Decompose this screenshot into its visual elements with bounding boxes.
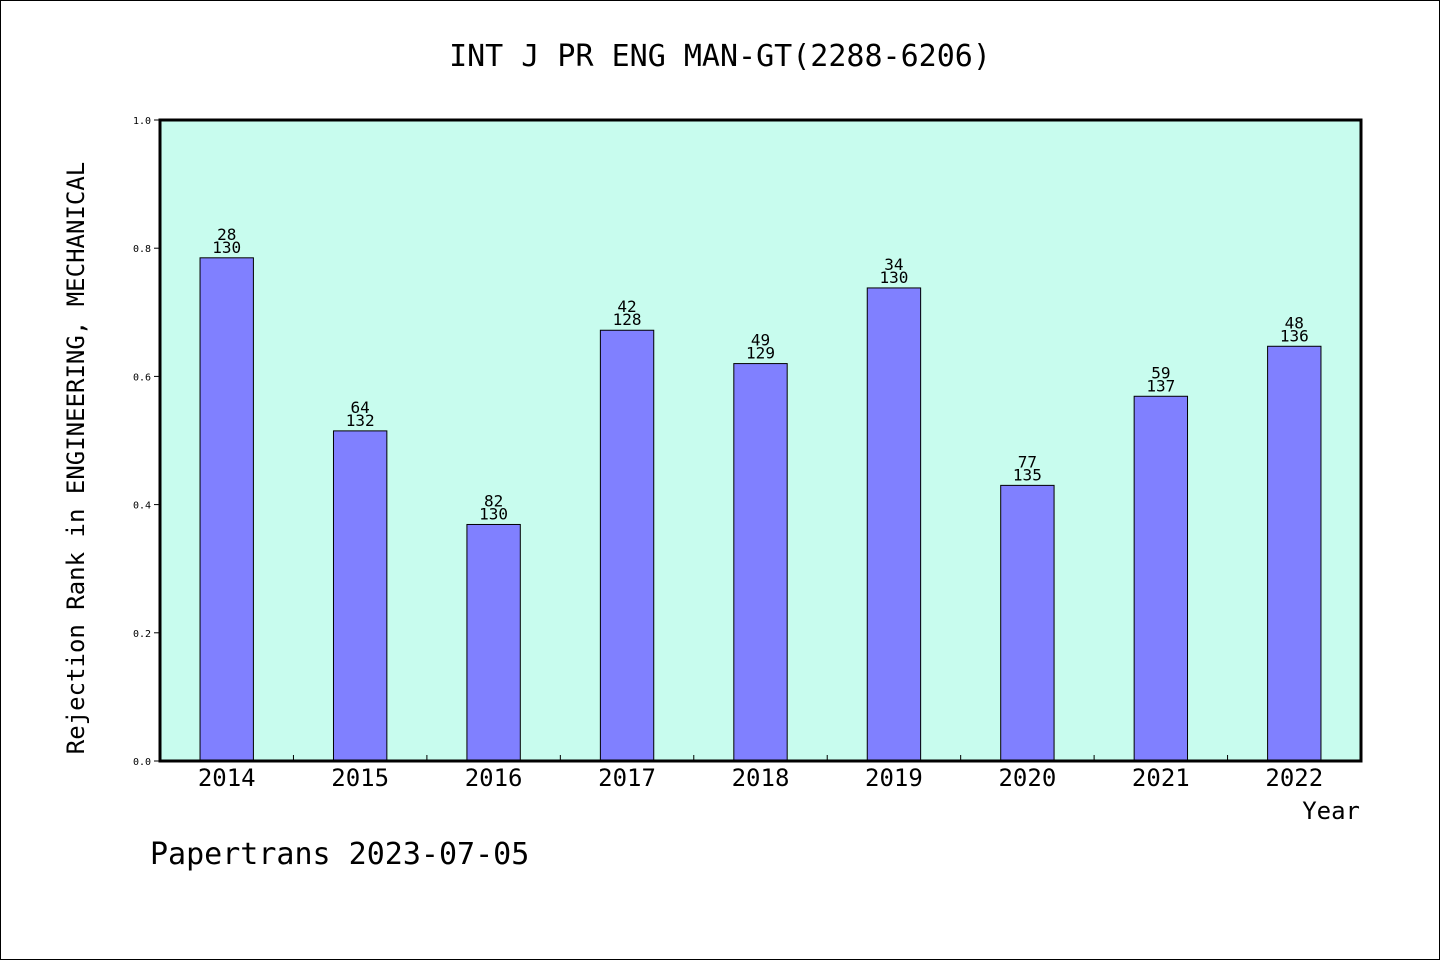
x-tick-label: 2022 <box>1265 764 1323 792</box>
y-tick-label: 0.8 <box>133 244 151 255</box>
bar-rank-label: 59 <box>1151 363 1170 382</box>
x-tick-label: 2018 <box>732 764 790 792</box>
plot-border <box>158 118 1363 763</box>
chart-title: INT J PR ENG MAN-GT(2288-6206) <box>449 39 991 74</box>
bar-rank-label: 28 <box>217 225 236 244</box>
bar-rank-label: 82 <box>484 491 503 510</box>
bar-2019 <box>866 287 922 762</box>
bar-rank-label: 34 <box>884 255 903 274</box>
y-axis-label: Rejection Rank in ENGINEERING, MECHANICA… <box>62 162 90 754</box>
x-tick-label: 2016 <box>465 764 523 792</box>
bar-series <box>199 257 1322 762</box>
bar-2020 <box>1000 484 1055 762</box>
bar-total-label: 128 <box>613 310 642 329</box>
bar-2022 <box>1267 345 1322 762</box>
x-tick-label: 2019 <box>865 764 923 792</box>
bar-rank-label: 48 <box>1285 313 1304 332</box>
x-tick-label: 2017 <box>598 764 656 792</box>
bar-2015 <box>332 430 388 762</box>
x-tick-label: 2020 <box>998 764 1056 792</box>
bar-2017 <box>599 329 655 762</box>
y-axis: 0.0 0.2 0.4 0.6 0.8 1.0 <box>133 116 160 768</box>
bar-total-label: 130 <box>212 238 241 257</box>
bar-rank-label: 77 <box>1018 452 1037 471</box>
bar-rank-label: 64 <box>351 398 370 417</box>
bar-2016 <box>466 523 521 762</box>
bar-2021 <box>1133 395 1189 762</box>
bar-2014 <box>199 257 254 762</box>
y-tick-label: 1.0 <box>133 116 151 127</box>
x-tick-label: 2014 <box>198 764 256 792</box>
bar-rank-label: 49 <box>751 331 770 350</box>
bar-total-label: 129 <box>746 344 775 363</box>
bar-total-label: 137 <box>1146 376 1175 395</box>
data-labels: 2813064132821304212849129341307713559137… <box>212 225 1308 524</box>
footer-text: Papertrans 2023-07-05 <box>150 837 529 872</box>
x-tick-label: 2015 <box>331 764 389 792</box>
y-tick-label: 0.0 <box>133 757 151 768</box>
x-axis: 2014 2015 2016 2017 2018 2019 2020 2021 2022 <box>198 755 1323 792</box>
bar-total-label: 135 <box>1013 465 1042 484</box>
bar-2018 <box>733 363 788 762</box>
bar-total-label: 130 <box>479 504 508 523</box>
y-tick-label: 0.6 <box>133 372 151 383</box>
bar-total-label: 130 <box>879 268 908 287</box>
y-tick-label: 0.2 <box>133 629 151 640</box>
x-axis-label: Year <box>1302 797 1360 825</box>
bar-total-label: 132 <box>346 411 375 430</box>
bar-total-label: 136 <box>1280 326 1309 345</box>
x-tick-label: 2021 <box>1132 764 1190 792</box>
y-tick-label: 0.4 <box>133 501 151 512</box>
bar-rank-label: 42 <box>617 297 636 316</box>
